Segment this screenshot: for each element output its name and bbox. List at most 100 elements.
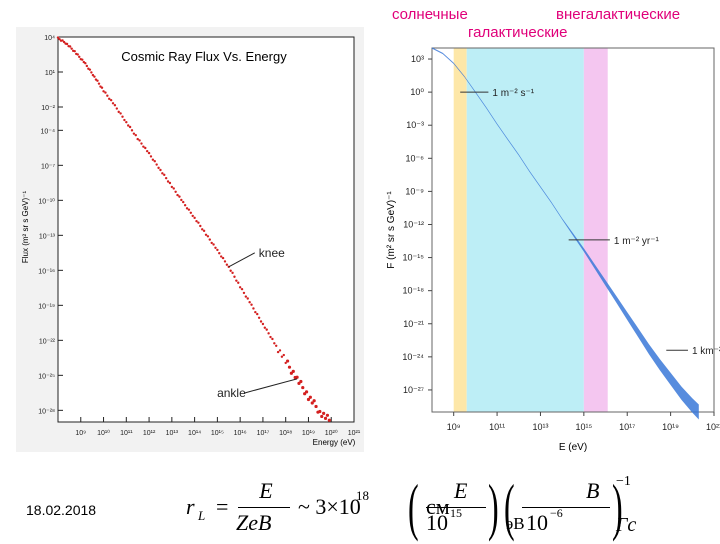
left-y-tick-label: 10⁻²⁵ <box>38 373 55 380</box>
paren-2-right: ) <box>612 471 623 542</box>
left-y-tick-label: 10⁻⁴ <box>41 128 56 135</box>
paren-1-right: ) <box>488 471 499 542</box>
left-data-point <box>189 211 193 214</box>
right-y-tick-label: 10⁻¹⁸ <box>402 286 424 296</box>
annotation-arrow <box>228 252 256 268</box>
left-data-point <box>257 316 261 319</box>
annotation-arrow <box>244 378 298 394</box>
left-data-point <box>159 168 162 172</box>
left-data-point <box>295 375 299 379</box>
energy-band <box>466 48 584 412</box>
annotation-ankle: ankle <box>217 386 246 400</box>
left-data-point <box>138 139 141 142</box>
left-data-point <box>229 269 232 272</box>
left-data-point <box>304 390 309 394</box>
left-data-point <box>223 260 227 263</box>
left-data-point <box>235 279 238 282</box>
left-data-point <box>193 216 196 220</box>
left-data-point <box>140 142 143 145</box>
left-data-point <box>134 133 137 137</box>
left-data-point <box>76 53 79 56</box>
left-data-point <box>278 349 282 352</box>
energy-band <box>583 48 608 412</box>
left-data-point <box>221 256 225 260</box>
left-data-point <box>254 310 257 314</box>
left-data-point <box>327 418 331 422</box>
left-data-point <box>172 187 175 190</box>
left-data-point <box>180 198 183 202</box>
left-data-point <box>314 404 318 409</box>
formula-equals: = <box>216 494 229 519</box>
left-x-tick-label: 10²⁰ <box>325 429 338 437</box>
left-data-point <box>282 353 285 357</box>
left-x-tick-label: 10¹⁵ <box>211 430 224 437</box>
left-x-tick-label: 10¹⁰ <box>97 429 110 437</box>
left-y-tick-label: 10⁻¹³ <box>39 233 56 240</box>
left-x-tick-label: 10¹⁸ <box>279 430 292 437</box>
left-data-point <box>280 355 284 358</box>
left-data-point <box>273 342 276 345</box>
left-data-point <box>81 58 84 61</box>
larmor-radius-formula: r L = E ZeB ~ 3×10 18 ( E см 10 15 ) ( B… <box>186 471 720 542</box>
left-data-point <box>97 82 101 85</box>
left-data-point <box>191 214 194 218</box>
left-data-point <box>127 124 130 127</box>
left-y-axis-label: Flux (m² sr s GeV)⁻¹ <box>21 191 30 264</box>
formula-lhs-subscript: L <box>198 508 206 523</box>
slide-date: 18.02.2018 <box>26 502 97 518</box>
left-y-tick-label: 10⁻¹⁶ <box>38 268 55 275</box>
left-data-point <box>93 75 96 78</box>
left-data-point <box>310 401 314 405</box>
left-data-point <box>185 207 189 210</box>
label-extragalactic: внегалактические <box>556 6 681 23</box>
left-data-point <box>100 86 104 89</box>
left-data-point <box>299 379 303 384</box>
left-data-point <box>68 45 72 48</box>
unit-gauss: Гс <box>616 514 637 536</box>
right-y-tick-label: 10⁻²¹ <box>403 319 424 329</box>
right-x-tick-label: 10⁹ <box>447 422 461 432</box>
left-data-point <box>113 104 117 107</box>
formula-lhs: r <box>186 494 195 519</box>
left-data-point <box>132 132 136 135</box>
left-data-point <box>119 112 122 115</box>
flux-spectrum-band <box>432 47 699 420</box>
left-data-point <box>153 160 156 163</box>
left-y-tick-label: 10⁻²⁸ <box>38 408 55 415</box>
left-data-point <box>174 190 177 193</box>
label-galactic: галактические <box>468 24 568 41</box>
left-data-point <box>287 365 292 369</box>
left-data-point <box>91 73 95 77</box>
paren-2-denominator-exponent: −6 <box>550 506 563 520</box>
left-data-point <box>259 320 263 323</box>
paren-1-fraction-bar <box>426 507 486 508</box>
right-y-tick-label: 10⁻⁹ <box>405 186 424 196</box>
left-data-point <box>111 102 115 105</box>
left-x-tick-label: 10²¹ <box>348 430 361 437</box>
formula-approximation: ~ 3×10 <box>298 494 361 519</box>
left-data-point <box>90 71 93 74</box>
left-data-point <box>225 263 229 266</box>
left-y-tick-label: 10⁴ <box>44 35 55 42</box>
left-data-point <box>276 350 280 354</box>
paren-1-denominator: 10 <box>426 510 448 535</box>
right-y-tick-label: 10⁻²⁴ <box>402 352 424 362</box>
left-x-tick-label: 10¹⁶ <box>234 430 247 437</box>
left-data-point <box>244 295 248 298</box>
left-data-point <box>149 155 153 158</box>
left-data-point <box>306 397 311 402</box>
left-data-point <box>104 91 107 94</box>
left-x-tick-label: 10¹⁴ <box>188 430 201 437</box>
left-data-point <box>182 200 185 204</box>
left-data-point <box>320 414 324 419</box>
energy-band <box>453 48 467 412</box>
cosmic-ray-flux-chart: Cosmic Ray Flux Vs. Energy Flux (m² sr s… <box>16 27 364 452</box>
left-data-point <box>219 255 223 258</box>
right-x-tick-label: 10¹⁹ <box>662 422 679 432</box>
left-data-point <box>168 181 172 185</box>
left-data-point <box>109 98 113 102</box>
left-y-tick-label: 10⁻² <box>41 105 55 112</box>
left-data-point <box>65 42 69 46</box>
left-data-point <box>73 49 76 53</box>
left-data-point <box>261 322 265 326</box>
